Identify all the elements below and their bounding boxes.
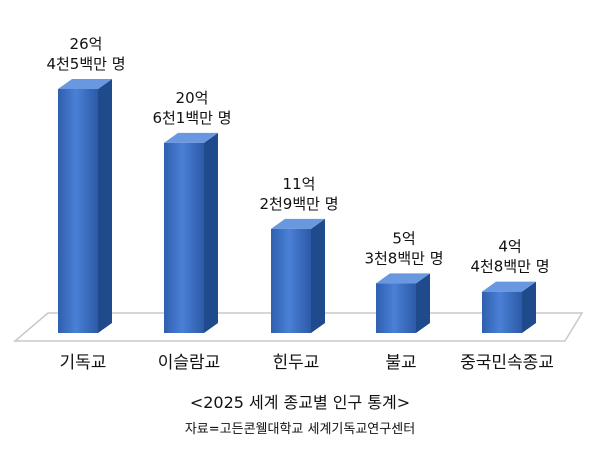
bar-side	[98, 79, 112, 333]
bar	[271, 218, 325, 333]
x-tick-label: 힌두교	[273, 353, 320, 373]
value-label: 5억	[392, 229, 415, 247]
bar-top	[271, 218, 325, 229]
x-tick-label: 이슬람교	[158, 353, 221, 373]
bar-top	[376, 273, 430, 284]
chart-title: <2025 세계 종교별 인구 통계>	[190, 393, 410, 412]
x-tick-label: 기독교	[60, 353, 107, 373]
bar	[482, 281, 536, 333]
bar-top	[58, 79, 112, 89]
bar	[376, 273, 430, 333]
value-label: 6천1백만 명	[152, 109, 231, 127]
value-label: 3천8백만 명	[364, 249, 443, 267]
bar-front	[271, 228, 311, 333]
value-label: 4억	[498, 238, 521, 256]
source: 자료=고든콘웰대학교 세계기독교연구센터	[185, 422, 415, 437]
bar-side	[416, 273, 430, 333]
x-tick-label: 중국민속종교	[460, 353, 554, 373]
bar-top	[482, 281, 536, 292]
bar-front	[376, 283, 416, 333]
bar-front	[482, 291, 522, 333]
bar-front	[58, 89, 98, 333]
value-label: 4천5백만 명	[46, 55, 125, 73]
x-tick-label: 불교	[385, 353, 416, 373]
bar-side	[311, 218, 325, 333]
bar-top	[164, 132, 218, 143]
value-label: 11억	[283, 175, 316, 193]
bar-side	[522, 281, 536, 333]
value-label: 20억	[176, 89, 209, 107]
bar-front	[164, 142, 204, 333]
value-label: 26억	[70, 35, 103, 53]
bar	[58, 79, 112, 333]
value-label: 4천8백만 명	[470, 258, 549, 276]
bar-side	[204, 132, 218, 333]
bar	[164, 132, 218, 333]
value-label: 2천9백만 명	[259, 195, 338, 213]
